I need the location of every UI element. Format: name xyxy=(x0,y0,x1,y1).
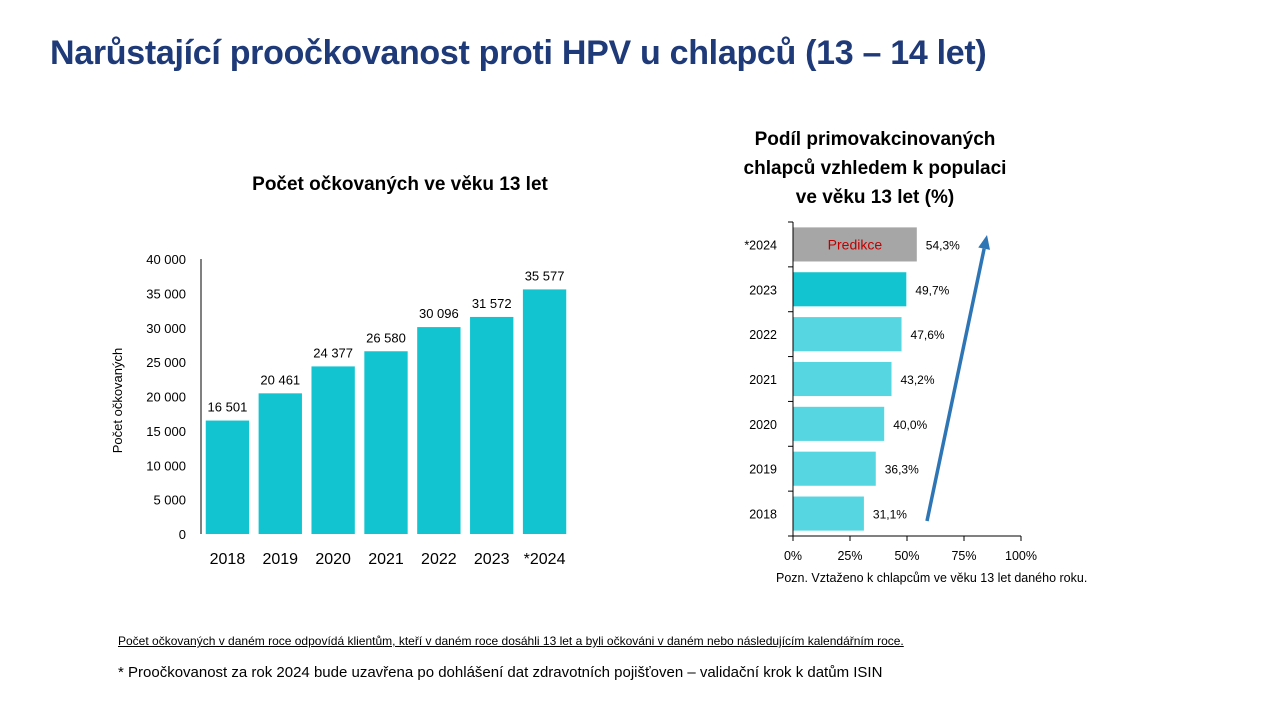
share-y-tick-label: 2023 xyxy=(749,283,777,297)
share-x-tick-label: 50% xyxy=(894,549,919,563)
trend-arrow-head xyxy=(978,235,990,250)
trend-arrow-line xyxy=(925,248,986,522)
chart-note: Pozn. Vztaženo k chlapcům ve věku 13 let… xyxy=(776,571,1088,585)
count-x-tick-label: 2022 xyxy=(421,551,457,568)
share-x-tick-label: 100% xyxy=(1005,549,1037,563)
share-x-tick-label: 75% xyxy=(951,549,976,563)
count-data-label: 24 377 xyxy=(313,345,353,360)
share-data-label: 47,6% xyxy=(911,328,945,342)
share-y-tick-label: 2019 xyxy=(749,463,777,477)
share-data-label: 36,3% xyxy=(885,463,919,477)
share-data-label: 43,2% xyxy=(900,373,934,387)
share-x-tick-label: 0% xyxy=(784,549,802,563)
count-x-tick-label: 2020 xyxy=(315,551,351,568)
definition-footnote: Počet očkovaných v daném roce odpovídá k… xyxy=(118,634,904,648)
count-bar-2018 xyxy=(205,420,250,534)
share-x-tick-label: 25% xyxy=(837,549,862,563)
count-bar-2022 xyxy=(417,327,461,534)
share-y-tick-label: 2020 xyxy=(749,418,777,432)
count-data-label: 20 461 xyxy=(260,372,300,387)
share-bar-2019 xyxy=(793,451,876,486)
share-bar-2023 xyxy=(793,272,907,307)
count-bar-2020 xyxy=(311,366,355,534)
right-chart-title-line-2: chlapců vzhledem k populaci xyxy=(743,158,1007,179)
share-bar-2020 xyxy=(793,406,885,441)
share-bar-2018 xyxy=(793,496,864,531)
share-data-label: 31,1% xyxy=(873,508,907,522)
count-x-tick-label: 2018 xyxy=(210,551,246,568)
share-bar-2021 xyxy=(793,361,892,397)
share-y-tick-label: *2024 xyxy=(744,238,777,252)
count-y-tick-label: 0 xyxy=(179,527,186,542)
share-data-label: 49,7% xyxy=(915,283,949,297)
left-chart-title: Počet očkovaných ve věku 13 let xyxy=(252,174,548,195)
share-y-tick-label: 2021 xyxy=(749,373,777,387)
share-y-tick-label: 2018 xyxy=(749,508,777,522)
count-bar-2019 xyxy=(258,393,302,534)
count-bar-2021 xyxy=(364,351,408,534)
count-bar-2023 xyxy=(470,316,514,534)
page-title: Narůstající proočkovanost proti HPV u ch… xyxy=(50,34,987,72)
count-y-tick-label: 40 000 xyxy=(146,252,186,267)
count-data-label: 26 580 xyxy=(366,330,406,345)
count-y-axis-label: Počet očkovaných xyxy=(110,348,125,454)
count-y-tick-label: 25 000 xyxy=(146,355,186,370)
share-y-tick-label: 2022 xyxy=(749,328,777,342)
count-data-label: 30 096 xyxy=(419,306,459,321)
count-y-tick-label: 15 000 xyxy=(146,424,186,439)
count-y-tick-label: 10 000 xyxy=(146,458,186,473)
count-bar-2024 xyxy=(522,289,567,534)
share-bar-2022 xyxy=(793,317,902,352)
count-x-tick-label: 2023 xyxy=(474,551,510,568)
prediction-footnote: * Proočkovanost za rok 2024 bude uzavřen… xyxy=(118,664,883,681)
right-chart-title: Podíl primovakcinovaných chlapců vzhlede… xyxy=(700,125,1050,212)
count-x-tick-label: 2019 xyxy=(262,551,298,568)
prediction-bar-label: Predikce xyxy=(828,236,883,252)
count-y-tick-label: 30 000 xyxy=(146,321,186,336)
right-chart-title-line-1: Podíl primovakcinovaných xyxy=(754,129,996,150)
count-data-label: 16 501 xyxy=(208,400,248,415)
count-y-tick-label: 20 000 xyxy=(146,390,186,405)
right-chart-title-line-3: ve věku 13 let (%) xyxy=(795,187,955,208)
share-bar-2024 xyxy=(793,227,917,262)
count-data-label: 35 577 xyxy=(525,268,565,283)
share-data-label: 40,0% xyxy=(893,418,927,432)
share-data-label: 54,3% xyxy=(926,238,960,252)
count-y-tick-label: 5 000 xyxy=(153,493,186,508)
count-x-tick-label: 2021 xyxy=(368,551,404,568)
count-data-label: 31 572 xyxy=(472,296,512,311)
count-y-tick-label: 35 000 xyxy=(146,286,186,301)
count-x-tick-label: *2024 xyxy=(524,551,566,568)
